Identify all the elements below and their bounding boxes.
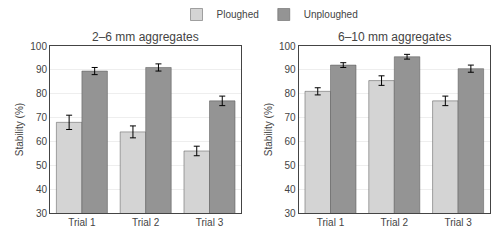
svg-text:Trial 2: Trial 2 [381, 217, 409, 228]
svg-text:40: 40 [284, 184, 296, 195]
svg-text:100: 100 [279, 41, 296, 52]
svg-text:Trial 1: Trial 1 [317, 217, 345, 228]
svg-text:100: 100 [30, 41, 47, 52]
svg-text:80: 80 [36, 88, 48, 99]
svg-text:70: 70 [284, 112, 296, 123]
svg-text:50: 50 [284, 160, 296, 171]
svg-text:Ploughed: Ploughed [217, 9, 259, 20]
svg-text:50: 50 [36, 160, 48, 171]
svg-text:90: 90 [284, 64, 296, 75]
svg-text:80: 80 [284, 88, 296, 99]
svg-text:2–6 mm aggregates: 2–6 mm aggregates [92, 30, 199, 44]
svg-text:30: 30 [284, 208, 296, 219]
svg-text:Trial 2: Trial 2 [132, 217, 160, 228]
svg-text:40: 40 [36, 184, 48, 195]
svg-text:60: 60 [36, 136, 48, 147]
svg-text:70: 70 [36, 112, 48, 123]
svg-text:Stability (%): Stability (%) [263, 103, 274, 156]
svg-text:60: 60 [284, 136, 296, 147]
svg-text:Trial 3: Trial 3 [444, 217, 472, 228]
svg-text:90: 90 [36, 64, 48, 75]
svg-text:Unploughed: Unploughed [304, 9, 358, 20]
svg-text:Trial 3: Trial 3 [196, 217, 224, 228]
svg-text:30: 30 [36, 208, 48, 219]
svg-text:6–10 mm aggregates: 6–10 mm aggregates [338, 30, 451, 44]
svg-text:Trial 1: Trial 1 [68, 217, 96, 228]
svg-text:Stability (%): Stability (%) [14, 103, 25, 156]
